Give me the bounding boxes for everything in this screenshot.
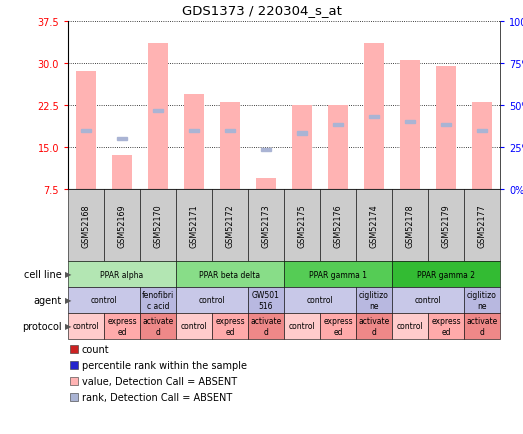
Text: control: control xyxy=(396,322,424,331)
Text: GSM52174: GSM52174 xyxy=(370,204,379,247)
Bar xyxy=(112,156,132,190)
Text: GSM52170: GSM52170 xyxy=(153,204,163,247)
Text: ciglitizo
ne: ciglitizo ne xyxy=(359,291,389,310)
Text: control: control xyxy=(73,322,99,331)
Text: ▶: ▶ xyxy=(65,296,72,305)
Bar xyxy=(189,129,199,132)
Text: control: control xyxy=(289,322,315,331)
Text: count: count xyxy=(82,344,110,354)
Text: GDS1373 / 220304_s_at: GDS1373 / 220304_s_at xyxy=(181,4,342,17)
Bar xyxy=(297,132,308,135)
Text: agent: agent xyxy=(34,295,62,305)
Bar xyxy=(400,61,420,190)
Text: express
ed: express ed xyxy=(215,316,245,336)
Text: activate
d: activate d xyxy=(142,316,174,336)
Text: express
ed: express ed xyxy=(107,316,137,336)
Bar xyxy=(153,110,164,113)
Text: PPAR gamma 2: PPAR gamma 2 xyxy=(417,270,475,279)
Text: GSM52173: GSM52173 xyxy=(262,204,270,247)
Text: control: control xyxy=(180,322,208,331)
Bar xyxy=(364,44,384,190)
Text: activate
d: activate d xyxy=(251,316,281,336)
Bar xyxy=(81,129,92,132)
Text: percentile rank within the sample: percentile rank within the sample xyxy=(82,360,247,370)
Text: GSM52168: GSM52168 xyxy=(82,204,90,247)
Text: fenofibri
c acid: fenofibri c acid xyxy=(142,291,174,310)
Text: protocol: protocol xyxy=(22,321,62,331)
Text: express
ed: express ed xyxy=(323,316,353,336)
Text: GSM52178: GSM52178 xyxy=(405,204,415,247)
Text: GW501
516: GW501 516 xyxy=(252,291,280,310)
Text: PPAR beta delta: PPAR beta delta xyxy=(199,270,260,279)
Text: GSM52176: GSM52176 xyxy=(334,204,343,247)
Text: control: control xyxy=(415,296,441,305)
Bar xyxy=(472,103,492,190)
Text: ciglitizo
ne: ciglitizo ne xyxy=(467,291,497,310)
Bar xyxy=(220,103,240,190)
Bar xyxy=(328,106,348,190)
Bar xyxy=(260,149,271,152)
Text: PPAR gamma 1: PPAR gamma 1 xyxy=(309,270,367,279)
Bar xyxy=(117,138,128,141)
Text: cell line: cell line xyxy=(24,270,62,279)
Text: express
ed: express ed xyxy=(431,316,461,336)
Bar xyxy=(369,115,380,118)
Text: control: control xyxy=(90,296,117,305)
Text: GSM52177: GSM52177 xyxy=(477,204,486,247)
Text: ▶: ▶ xyxy=(65,322,72,331)
Bar xyxy=(476,129,487,132)
Bar xyxy=(184,95,204,190)
Bar xyxy=(440,124,451,127)
Bar xyxy=(148,44,168,190)
Bar xyxy=(436,67,456,190)
Text: GSM52171: GSM52171 xyxy=(189,204,199,247)
Text: value, Detection Call = ABSENT: value, Detection Call = ABSENT xyxy=(82,376,237,386)
Text: rank, Detection Call = ABSENT: rank, Detection Call = ABSENT xyxy=(82,392,232,402)
Text: control: control xyxy=(199,296,225,305)
Text: control: control xyxy=(306,296,333,305)
Bar xyxy=(292,106,312,190)
Text: GSM52175: GSM52175 xyxy=(298,204,306,247)
Text: activate
d: activate d xyxy=(467,316,497,336)
Bar xyxy=(224,129,235,132)
Text: GSM52169: GSM52169 xyxy=(118,204,127,247)
Bar xyxy=(76,72,96,190)
Bar xyxy=(333,124,344,127)
Text: PPAR alpha: PPAR alpha xyxy=(100,270,144,279)
Text: GSM52179: GSM52179 xyxy=(441,204,450,247)
Bar xyxy=(405,121,415,124)
Text: activate
d: activate d xyxy=(358,316,390,336)
Bar xyxy=(256,178,276,190)
Text: GSM52172: GSM52172 xyxy=(225,204,234,247)
Text: ▶: ▶ xyxy=(65,270,72,279)
